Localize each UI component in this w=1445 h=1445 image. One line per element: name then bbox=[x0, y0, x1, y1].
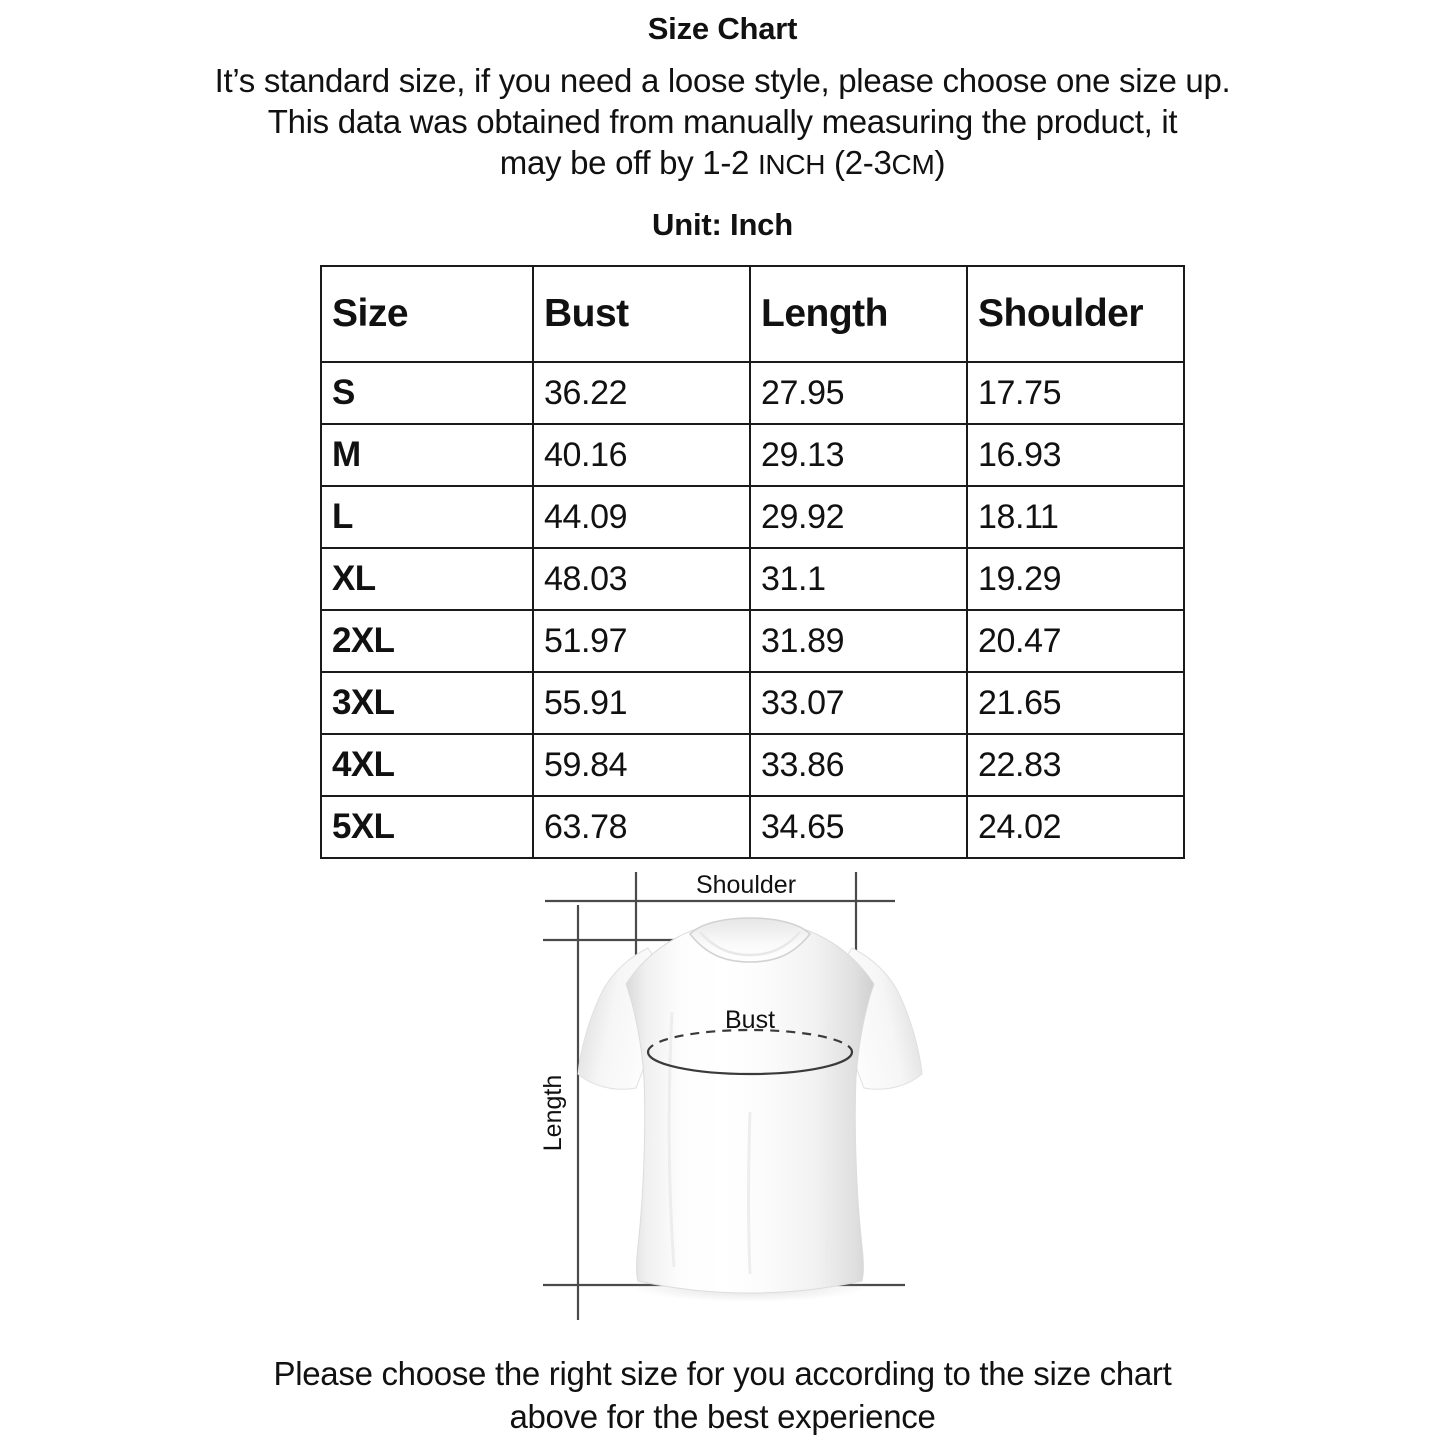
table-row: 4XL 59.84 33.86 22.83 bbox=[320, 733, 1185, 797]
bust-ellipse-dashed-top bbox=[646, 1028, 854, 1053]
footer-line-2: above for the best experience bbox=[509, 1398, 936, 1435]
table-row: S 36.22 27.95 17.75 bbox=[320, 361, 1185, 425]
intro-line-1: It’s standard size, if you need a loose … bbox=[214, 62, 1231, 99]
table-row: 5XL 63.78 34.65 24.02 bbox=[320, 795, 1185, 859]
cell-size: M bbox=[320, 423, 534, 487]
shirt-collar bbox=[688, 917, 812, 963]
cell-length: 29.13 bbox=[749, 423, 968, 487]
cell-bust: 48.03 bbox=[532, 547, 751, 611]
measurement-diagram: Shoulder Bust Length bbox=[0, 862, 1445, 1332]
cell-shoulder: 24.02 bbox=[966, 795, 1185, 859]
table-row: 3XL 55.91 33.07 21.65 bbox=[320, 671, 1185, 735]
page-title: Size Chart bbox=[647, 11, 798, 46]
cell-size: 4XL bbox=[320, 733, 534, 797]
cell-shoulder: 17.75 bbox=[966, 361, 1185, 425]
bust-ellipse-solid-bottom bbox=[646, 1051, 854, 1076]
cell-length: 34.65 bbox=[749, 795, 968, 859]
intro-unit-cm: CM bbox=[891, 149, 935, 180]
cell-bust: 51.97 bbox=[532, 609, 751, 673]
intro-line-2: This data was obtained from manually mea… bbox=[267, 103, 1178, 140]
cell-bust: 63.78 bbox=[532, 795, 751, 859]
cell-length: 33.86 bbox=[749, 733, 968, 797]
shirt-body bbox=[625, 921, 875, 1294]
intro-line-3-prefix: may be off by 1-2 bbox=[499, 144, 758, 181]
cell-length: 29.92 bbox=[749, 485, 968, 549]
intro-unit-inch: INCH bbox=[757, 149, 826, 180]
cell-shoulder: 21.65 bbox=[966, 671, 1185, 735]
cell-shoulder: 18.11 bbox=[966, 485, 1185, 549]
intro-line-3-middle: (2-3 bbox=[825, 144, 892, 181]
column-header-bust: Bust bbox=[532, 265, 751, 363]
table-header-row: Size Bust Length Shoulder bbox=[320, 265, 1185, 363]
unit-label: Unit: Inch bbox=[652, 207, 793, 242]
footer-text: Please choose the right size for you acc… bbox=[0, 1352, 1445, 1438]
length-label: Length bbox=[539, 1075, 567, 1151]
bust-label: Bust bbox=[725, 1006, 775, 1034]
cell-shoulder: 19.29 bbox=[966, 547, 1185, 611]
cell-bust: 36.22 bbox=[532, 361, 751, 425]
tshirt-illustration bbox=[577, 917, 923, 1302]
cell-size: XL bbox=[320, 547, 534, 611]
cell-size: L bbox=[320, 485, 534, 549]
intro-text: It’s standard size, if you need a loose … bbox=[0, 60, 1445, 185]
bust-measure-ellipse bbox=[646, 1028, 854, 1076]
table-row: 2XL 51.97 31.89 20.47 bbox=[320, 609, 1185, 673]
cell-bust: 44.09 bbox=[532, 485, 751, 549]
cell-length: 33.07 bbox=[749, 671, 968, 735]
size-table-header: Size Bust Length Shoulder bbox=[320, 265, 1185, 363]
cell-size: 3XL bbox=[320, 671, 534, 735]
cell-shoulder: 22.83 bbox=[966, 733, 1185, 797]
column-header-size: Size bbox=[320, 265, 534, 363]
cell-shoulder: 20.47 bbox=[966, 609, 1185, 673]
cell-size: 5XL bbox=[320, 795, 534, 859]
cell-bust: 40.16 bbox=[532, 423, 751, 487]
shirt-fold-shading bbox=[667, 1011, 833, 1275]
cell-bust: 59.84 bbox=[532, 733, 751, 797]
table-row: XL 48.03 31.1 19.29 bbox=[320, 547, 1185, 611]
column-header-shoulder: Shoulder bbox=[966, 265, 1185, 363]
cell-size: 2XL bbox=[320, 609, 534, 673]
size-table: Size Bust Length Shoulder S 36.22 27.95 … bbox=[320, 265, 1185, 859]
column-header-length: Length bbox=[749, 265, 968, 363]
footer-line-1: Please choose the right size for you acc… bbox=[273, 1355, 1172, 1392]
shirt-collar-inner bbox=[699, 931, 801, 957]
cell-size: S bbox=[320, 361, 534, 425]
table-row: M 40.16 29.13 16.93 bbox=[320, 423, 1185, 487]
shoulder-label: Shoulder bbox=[696, 871, 796, 899]
intro-line-3-suffix: ) bbox=[934, 144, 946, 181]
cell-length: 31.89 bbox=[749, 609, 968, 673]
cell-shoulder: 16.93 bbox=[966, 423, 1185, 487]
table-row: L 44.09 29.92 18.11 bbox=[320, 485, 1185, 549]
cell-length: 31.1 bbox=[749, 547, 968, 611]
size-table-body: S 36.22 27.95 17.75 M 40.16 29.13 16.93 … bbox=[320, 361, 1185, 859]
cell-bust: 55.91 bbox=[532, 671, 751, 735]
cell-length: 27.95 bbox=[749, 361, 968, 425]
